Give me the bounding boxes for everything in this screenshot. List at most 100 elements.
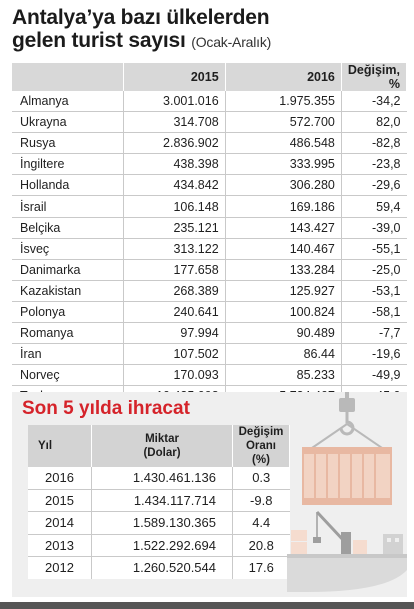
export-col-year-label: Yıl <box>38 440 53 452</box>
export-col-change: Değişim Oranı (%) <box>232 425 290 467</box>
value-2016-cell: 306.280 <box>225 174 342 197</box>
value-2015-cell: 434.842 <box>123 174 226 197</box>
country-cell: İsveç <box>12 238 124 260</box>
table-row: Danimarka 177.658 133.284 -25,0 <box>12 259 407 281</box>
value-2016-cell: 90.489 <box>225 322 342 345</box>
value-2015-cell: 107.502 <box>123 343 226 366</box>
change-cell: -25,0 <box>341 259 407 281</box>
country-cell: İngiltere <box>12 153 124 176</box>
value-2016-cell: 1.975.355 <box>225 91 342 113</box>
change-rate-cell: 0.3 <box>232 467 290 490</box>
col-header-2016: 2016 <box>225 63 342 91</box>
table-row: Polonya 240.641 100.824 -58,1 <box>12 301 407 324</box>
value-2015-cell: 235.121 <box>123 217 226 239</box>
headline-line1: Antalya’ya bazı ülkelerden <box>12 6 270 29</box>
export-table: Yıl Miktar (Dolar) Değişim Oranı (%) 201… <box>28 425 290 579</box>
year-cell: 2015 <box>28 489 92 512</box>
col-header-country <box>12 63 124 91</box>
table-row: 2013 1.522.292.694 20.8 <box>28 534 290 557</box>
change-cell: -29,6 <box>341 174 407 197</box>
value-2016-cell: 100.824 <box>225 301 342 324</box>
year-cell: 2012 <box>28 556 92 579</box>
table-row: Ukrayna 314.708 572.700 82,0 <box>12 111 407 134</box>
amount-cell: 1.589.130.365 <box>91 511 233 535</box>
cargo-boxes-icon <box>291 530 367 554</box>
amount-cell: 1.430.461.136 <box>91 467 233 490</box>
country-cell: İran <box>12 343 124 366</box>
table-row: İsveç 313.122 140.467 -55,1 <box>12 238 407 260</box>
table-row: İran 107.502 86.44 -19,6 <box>12 343 407 366</box>
change-cell: -82,8 <box>341 132 407 155</box>
value-2016-cell: 125.927 <box>225 280 342 302</box>
country-cell: Belçika <box>12 217 124 239</box>
value-2015-cell: 170.093 <box>123 364 226 387</box>
change-cell: -49,9 <box>341 364 407 387</box>
value-2015-cell: 313.122 <box>123 238 226 260</box>
change-cell: -23,8 <box>341 153 407 176</box>
change-cell: -7,7 <box>341 322 407 345</box>
value-2015-cell: 177.658 <box>123 259 226 281</box>
export-table-body: 2016 1.430.461.136 0.3 2015 1.434.117.714 -9.… <box>28 467 290 579</box>
table-row: 2012 1.260.520.544 17.6 <box>28 556 290 579</box>
table-row: 2015 1.434.117.714 -9.8 <box>28 489 290 512</box>
change-cell: -53,1 <box>341 280 407 302</box>
table-row: Romanya 97.994 90.489 -7,7 <box>12 322 407 345</box>
change-cell: -19,6 <box>341 343 407 366</box>
value-2016-cell: 140.467 <box>225 238 342 260</box>
value-2015-cell: 438.398 <box>123 153 226 176</box>
change-cell: -55,1 <box>341 238 407 260</box>
export-table-header-row: Yıl Miktar (Dolar) Değişim Oranı (%) <box>28 425 290 467</box>
value-2016-cell: 143.427 <box>225 217 342 239</box>
table-row: Belçika 235.121 143.427 -39,0 <box>12 217 407 239</box>
export-col-amount-label2: (Dolar) <box>143 447 181 459</box>
value-2015-cell: 240.641 <box>123 301 226 324</box>
amount-cell: 1.522.292.694 <box>91 534 233 557</box>
country-cell: Almanya <box>12 91 124 113</box>
table-row: İsrail 106.148 169.186 59,4 <box>12 195 407 218</box>
bottom-rule <box>0 602 414 609</box>
tourist-table: 2015 2016 Değişim, % Almanya 3.001.016 1.9… <box>12 63 408 407</box>
change-cell: -39,0 <box>341 217 407 239</box>
table-row: 2014 1.589.130.365 4.4 <box>28 511 290 535</box>
change-cell: -58,1 <box>341 301 407 324</box>
table-row: 2016 1.430.461.136 0.3 <box>28 467 290 490</box>
export-col-change-label2: Oranı (%) <box>245 440 277 466</box>
export-col-change-label1: Değişim <box>238 426 284 438</box>
value-2015-cell: 2.836.902 <box>123 132 226 155</box>
country-cell: Polonya <box>12 301 124 324</box>
value-2015-cell: 3.001.016 <box>123 91 226 113</box>
value-2015-cell: 106.148 <box>123 195 226 218</box>
country-cell: İsrail <box>12 195 124 218</box>
headline: Antalya’ya bazı ülkelerden gelen turist … <box>12 6 407 54</box>
export-col-amount-label1: Miktar <box>145 433 179 445</box>
tourist-table-body: Almanya 3.001.016 1.975.355 -34,2 Ukrayna 314… <box>12 91 407 407</box>
country-cell: Romanya <box>12 322 124 345</box>
year-cell: 2014 <box>28 511 92 535</box>
value-2015-cell: 97.994 <box>123 322 226 345</box>
table-row: Hollanda 434.842 306.280 -29,6 <box>12 174 407 197</box>
crane-container-ship-illustration <box>287 392 407 592</box>
export-title: Son 5 yılda ihracat <box>22 398 190 419</box>
change-rate-cell: 20.8 <box>232 534 290 557</box>
change-cell: 82,0 <box>341 111 407 134</box>
ship-crane-icon <box>313 510 351 554</box>
value-2015-cell: 314.708 <box>123 111 226 134</box>
country-cell: Rusya <box>12 132 124 155</box>
change-rate-cell: 17.6 <box>248 560 274 576</box>
table-row: Kazakistan 268.389 125.927 -53,1 <box>12 280 407 302</box>
change-rate-cell: -9.8 <box>232 489 290 512</box>
crane-hook-icon <box>308 392 386 451</box>
table-row: İngiltere 438.398 333.995 -23,8 <box>12 153 407 176</box>
table-row: Almanya 3.001.016 1.975.355 -34,2 <box>12 91 407 113</box>
change-rate-cell: 4.4 <box>232 511 290 535</box>
shipping-container-icon <box>302 447 392 505</box>
value-2016-cell: 333.995 <box>225 153 342 176</box>
col-header-change: Değişim, % <box>341 63 408 91</box>
value-2015-cell: 268.389 <box>123 280 226 302</box>
headline-subtitle: (Ocak-Aralık) <box>191 34 272 50</box>
headline-line2: gelen turist sayısı (Ocak-Aralık) <box>12 29 407 54</box>
year-cell: 2013 <box>28 534 92 557</box>
table-row: Norveç 170.093 85.233 -49,9 <box>12 364 407 387</box>
change-cell: -34,2 <box>341 91 407 113</box>
value-2016-cell: 85.233 <box>225 364 342 387</box>
